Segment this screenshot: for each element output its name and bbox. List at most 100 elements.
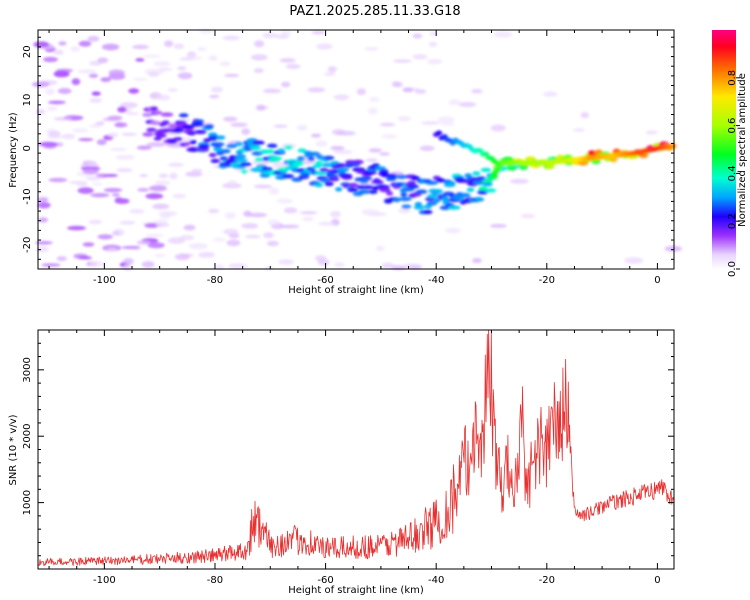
- spectrogram-cell: [235, 154, 247, 159]
- spectrogram-cell: [291, 177, 303, 182]
- colorbar: 0.0 0.2 0.4 0.6 0.8 Normalized spectral ampl…: [712, 30, 748, 277]
- spectrogram-cell: [169, 172, 178, 180]
- spectrogram-cell: [172, 193, 186, 199]
- spectrogram-cell: [435, 130, 443, 136]
- spectrogram-cell: [115, 154, 135, 160]
- spectrogram-cell: [174, 253, 190, 261]
- spectrogram-cell: [267, 143, 278, 148]
- spectrogram-cell: [255, 104, 266, 111]
- spectrogram-cell: [167, 237, 185, 245]
- tick-label: -20: [539, 275, 555, 286]
- spectrogram-cell: [250, 54, 268, 61]
- spectrogram-cell: [153, 61, 171, 67]
- spectrogram-cell: [365, 158, 378, 162]
- spectrogram-cell: [37, 197, 49, 202]
- spectrogram-cell: [71, 78, 81, 86]
- spectrogram-cell: [100, 77, 111, 82]
- spectrogram-cell: [147, 242, 165, 249]
- spectrogram-cell: [407, 184, 420, 189]
- spectrogram-cell: [181, 137, 192, 142]
- spectrogram-cell: [379, 187, 391, 193]
- spectrogram-cell: [224, 73, 240, 78]
- spectrogram-cell: [223, 228, 239, 235]
- spectrogram-cell: [397, 207, 411, 214]
- spectrogram-cell: [145, 233, 164, 237]
- spectrogram-cell: [117, 106, 127, 113]
- spectrogram-cell: [222, 182, 242, 189]
- spectrogram-cell: [472, 258, 482, 264]
- spectrogram-cell: [170, 128, 184, 134]
- spectrogram-cell: [381, 134, 398, 139]
- spectrogram-cell: [208, 55, 218, 61]
- spectrogram-cell: [277, 148, 285, 153]
- spectrogram-cell: [97, 234, 113, 240]
- spectrogram-cell: [278, 259, 294, 265]
- spectrogram-cell: [276, 198, 294, 204]
- spectrogram-cell: [188, 243, 208, 250]
- spectrogram-cell: [78, 256, 92, 260]
- spectrogram-cell: [509, 178, 529, 184]
- spectrogram-cell: [89, 123, 102, 129]
- spectrogram-cell: [146, 127, 157, 133]
- spectrogram-cell: [70, 46, 81, 52]
- spectrogram-cells: [31, 28, 683, 271]
- spectrogram-cell: [153, 110, 163, 115]
- spectrogram-cell: [306, 166, 316, 172]
- spectrogram-cell: [132, 44, 150, 50]
- spectrogram-cell: [71, 128, 89, 133]
- spectrogram-cell: [445, 227, 461, 234]
- spectrogram-cell: [43, 56, 58, 63]
- spectrogram-cell: [90, 193, 110, 198]
- spectrogram-cell: [264, 167, 273, 172]
- spectrogram-cell: [443, 182, 456, 188]
- spectrogram-cell: [285, 63, 301, 70]
- spectrogram-cell: [425, 180, 438, 185]
- spectrogram-cell: [268, 187, 280, 195]
- spectrogram-cell: [57, 88, 72, 94]
- spectrogram-cell: [254, 157, 264, 162]
- colorbar-swatch: [712, 30, 736, 269]
- spectrogram-cell: [472, 180, 486, 185]
- spectrogram-y-ticks: 20 10 0 -10 -20: [22, 36, 674, 270]
- spectrogram-cell: [150, 106, 158, 111]
- spectrogram-cell: [177, 66, 187, 71]
- spectrogram-cell: [228, 263, 247, 269]
- spectrogram-cell: [46, 106, 58, 112]
- spectrogram-cell: [186, 131, 196, 136]
- spectrogram-cell: [35, 109, 46, 115]
- spectrogram-cell: [580, 112, 589, 119]
- spectrogram-cell: [86, 175, 101, 181]
- spectrogram-cell: [311, 133, 321, 138]
- spectrogram-cell: [312, 163, 322, 169]
- spectrogram-cell: [464, 173, 472, 178]
- snr-series-line: [37, 329, 675, 567]
- spectrogram-cell: [331, 169, 340, 174]
- spectrogram-cell: [41, 263, 61, 267]
- tick-label: 0.0: [727, 261, 738, 277]
- spectrogram-cell: [101, 43, 120, 51]
- tick-label: -20: [22, 237, 33, 253]
- spectrogram-cell: [78, 40, 92, 47]
- spectrogram-cell: [645, 130, 658, 135]
- spectrogram-cell: [144, 223, 160, 228]
- spectrogram-cell: [262, 32, 278, 39]
- spectrogram-cell: [183, 224, 196, 231]
- spectrogram-cell: [82, 168, 99, 175]
- spectrogram-cell: [77, 181, 88, 187]
- spectrogram-cell: [433, 198, 441, 203]
- spectrogram-cell: [264, 265, 274, 271]
- spectrogram-cell: [447, 205, 461, 210]
- tick-label: 1000: [22, 490, 33, 515]
- spectrogram-cell: [107, 247, 117, 252]
- spectrogram-cell: [36, 246, 49, 253]
- spectrogram-cell: [441, 197, 450, 202]
- spectrogram-cell: [126, 112, 139, 116]
- spectrogram-cell: [33, 41, 50, 48]
- spectrogram-cell: [167, 88, 178, 92]
- spectrogram-cell: [87, 35, 100, 42]
- spectrogram-cell: [251, 140, 265, 145]
- spectrogram-cell: [426, 201, 438, 206]
- spectrogram-frame: [37, 29, 675, 270]
- spectrogram-cell: [330, 210, 341, 218]
